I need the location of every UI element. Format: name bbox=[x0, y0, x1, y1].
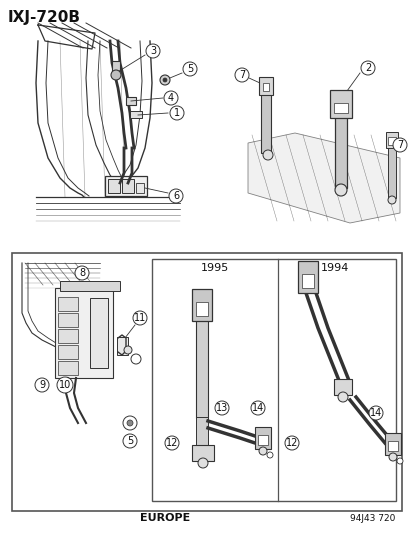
Circle shape bbox=[388, 453, 396, 461]
Circle shape bbox=[163, 78, 166, 82]
Bar bbox=[136, 183, 144, 193]
Bar bbox=[192, 289, 211, 321]
Bar bbox=[384, 433, 400, 455]
Text: 10: 10 bbox=[59, 380, 71, 390]
Bar bbox=[329, 90, 351, 118]
Text: 12: 12 bbox=[285, 438, 297, 448]
Text: 14: 14 bbox=[369, 408, 381, 418]
Bar bbox=[122, 179, 134, 193]
Text: IXJ-720B: IXJ-720B bbox=[8, 10, 81, 25]
Bar bbox=[262, 83, 268, 91]
Circle shape bbox=[133, 311, 147, 325]
Circle shape bbox=[169, 189, 183, 203]
Circle shape bbox=[360, 61, 374, 75]
Circle shape bbox=[123, 434, 137, 448]
Circle shape bbox=[235, 68, 248, 82]
Text: 5: 5 bbox=[126, 436, 133, 446]
Circle shape bbox=[159, 75, 170, 85]
Bar bbox=[387, 137, 395, 145]
Circle shape bbox=[334, 184, 346, 196]
Bar bbox=[58, 297, 78, 311]
Bar bbox=[58, 329, 78, 343]
Text: 7: 7 bbox=[396, 140, 402, 150]
Polygon shape bbox=[247, 133, 399, 223]
Circle shape bbox=[165, 436, 178, 450]
Bar bbox=[334, 108, 346, 188]
Bar bbox=[55, 288, 113, 378]
Bar bbox=[387, 143, 395, 198]
Bar bbox=[130, 111, 142, 118]
Bar bbox=[254, 427, 271, 449]
Circle shape bbox=[262, 150, 272, 160]
Bar bbox=[195, 302, 207, 316]
Circle shape bbox=[368, 406, 382, 420]
Text: 94J43 720: 94J43 720 bbox=[349, 514, 394, 523]
Bar bbox=[385, 132, 397, 148]
Text: 6: 6 bbox=[173, 191, 179, 201]
Text: 7: 7 bbox=[238, 70, 244, 80]
Text: 1995: 1995 bbox=[200, 263, 228, 273]
Bar bbox=[333, 379, 351, 395]
Text: 11: 11 bbox=[133, 313, 146, 323]
Text: 1994: 1994 bbox=[320, 263, 348, 273]
Bar bbox=[301, 274, 313, 288]
Circle shape bbox=[214, 401, 228, 415]
Bar bbox=[12, 253, 401, 511]
Bar bbox=[297, 261, 317, 293]
Bar bbox=[333, 103, 347, 113]
Circle shape bbox=[75, 266, 89, 280]
Bar bbox=[105, 176, 147, 196]
Circle shape bbox=[197, 458, 207, 468]
Circle shape bbox=[284, 436, 298, 450]
Circle shape bbox=[337, 392, 347, 402]
Bar bbox=[58, 361, 78, 375]
Bar bbox=[195, 417, 207, 445]
Bar bbox=[387, 441, 397, 451]
Bar bbox=[195, 318, 207, 418]
Text: 1: 1 bbox=[173, 108, 180, 118]
Bar bbox=[126, 97, 136, 105]
Circle shape bbox=[266, 452, 272, 458]
Bar bbox=[58, 345, 78, 359]
Bar bbox=[257, 435, 267, 445]
Circle shape bbox=[259, 447, 266, 455]
Circle shape bbox=[57, 377, 73, 393]
Text: 13: 13 bbox=[215, 403, 228, 413]
Text: 9: 9 bbox=[39, 380, 45, 390]
Circle shape bbox=[170, 106, 183, 120]
Bar bbox=[192, 445, 214, 461]
Text: 8: 8 bbox=[79, 268, 85, 278]
Text: 14: 14 bbox=[251, 403, 263, 413]
Circle shape bbox=[387, 196, 395, 204]
Bar bbox=[58, 313, 78, 327]
Bar bbox=[108, 179, 120, 193]
Bar bbox=[90, 298, 108, 368]
Bar bbox=[152, 259, 395, 501]
Text: 3: 3 bbox=[150, 46, 156, 56]
Circle shape bbox=[111, 70, 121, 80]
Circle shape bbox=[146, 44, 159, 58]
Bar bbox=[117, 337, 128, 355]
Circle shape bbox=[123, 416, 137, 430]
Circle shape bbox=[396, 458, 402, 464]
Circle shape bbox=[164, 91, 178, 105]
Circle shape bbox=[250, 401, 264, 415]
Text: EUROPE: EUROPE bbox=[140, 513, 190, 523]
Circle shape bbox=[131, 354, 141, 364]
Text: 2: 2 bbox=[364, 63, 370, 73]
Bar bbox=[260, 93, 271, 153]
Text: 4: 4 bbox=[168, 93, 173, 103]
Text: 12: 12 bbox=[166, 438, 178, 448]
Circle shape bbox=[392, 138, 406, 152]
Circle shape bbox=[183, 62, 197, 76]
Circle shape bbox=[127, 420, 133, 426]
Bar bbox=[112, 61, 120, 71]
Bar bbox=[60, 281, 120, 291]
Circle shape bbox=[124, 346, 132, 354]
Bar bbox=[259, 77, 272, 95]
Circle shape bbox=[35, 378, 49, 392]
Text: 5: 5 bbox=[186, 64, 192, 74]
